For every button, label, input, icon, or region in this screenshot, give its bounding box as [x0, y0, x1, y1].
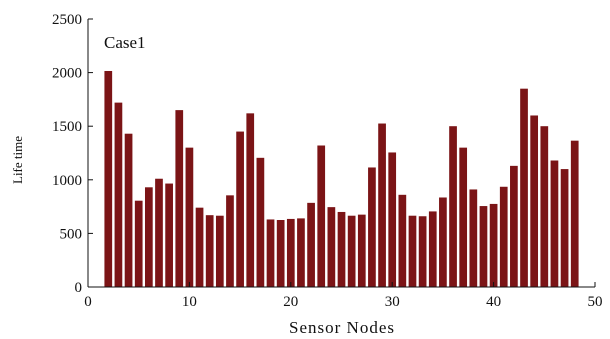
bar-node-9	[175, 110, 184, 288]
bar-node-13	[215, 215, 224, 287]
bar-node-38	[469, 189, 478, 287]
bar-node-17	[256, 157, 265, 287]
bar-node-46	[550, 160, 559, 287]
y-tick-label-2500: 2500	[52, 12, 82, 28]
x-tick-label-10: 10	[182, 294, 197, 310]
x-axis-title: Sensor Nodes	[289, 318, 395, 337]
bar-node-40	[489, 203, 498, 287]
bar-node-7	[155, 178, 163, 287]
bar-node-23	[317, 145, 326, 287]
bar-node-44	[530, 115, 539, 287]
bar-node-14	[226, 195, 234, 287]
bar-node-24	[327, 207, 336, 287]
bar-node-22	[307, 202, 315, 287]
bar-node-33	[418, 216, 427, 287]
bar-node-37	[459, 147, 468, 287]
y-tick-label-1000: 1000	[52, 173, 82, 189]
bar-node-32	[408, 215, 417, 287]
y-tick-label-2000: 2000	[52, 66, 82, 82]
x-tick-label-30: 30	[385, 294, 400, 310]
bar-node-45	[540, 126, 549, 287]
bar-node-26	[347, 215, 356, 287]
y-tick-label-500: 500	[60, 226, 83, 242]
bar-node-19	[276, 220, 285, 287]
bar-node-10	[185, 147, 194, 287]
ticks-group: 0 500 1000 1500 2000 2500 0 10 20 30 40 50	[52, 12, 603, 310]
bar-node-21	[297, 218, 305, 287]
bar-node-34	[428, 211, 437, 287]
bar-node-18	[266, 219, 275, 287]
bar-node-3	[114, 102, 123, 288]
bar-node-35	[439, 197, 447, 287]
y-tick-label-1500: 1500	[52, 119, 82, 135]
bar-node-4	[124, 133, 133, 287]
x-tick-label-0: 0	[84, 294, 92, 310]
bar-node-29	[378, 123, 386, 288]
bar-node-43	[520, 88, 528, 288]
bar-node-28	[368, 167, 376, 287]
bar-node-6	[144, 187, 153, 287]
x-tick-label-20: 20	[283, 294, 298, 310]
bar-node-2	[104, 70, 113, 288]
bar-node-8	[165, 183, 173, 287]
bar-node-42	[510, 165, 518, 287]
bar-node-20	[286, 218, 295, 287]
y-axis-title: Life time	[10, 136, 25, 184]
bar-node-41	[499, 186, 508, 287]
bar-node-5	[134, 200, 143, 287]
bar-node-31	[398, 194, 407, 287]
bar-node-12	[205, 215, 214, 287]
y-tick-label-0: 0	[75, 280, 83, 296]
case-annotation: Case1	[104, 33, 146, 52]
bar-node-16	[246, 113, 255, 287]
bar-node-27	[357, 214, 366, 287]
x-tick-label-40: 40	[486, 294, 501, 310]
bar-node-39	[479, 206, 488, 287]
bar-node-30	[388, 152, 397, 287]
bar-node-48	[570, 140, 579, 287]
x-tick-label-50: 50	[588, 294, 603, 310]
bars-group	[104, 70, 579, 288]
bar-node-36	[449, 126, 457, 287]
bar-node-25	[337, 211, 346, 287]
bar-node-47	[560, 169, 569, 287]
axes-group	[87, 19, 595, 288]
bar-node-15	[236, 131, 244, 287]
bar-node-11	[195, 207, 204, 287]
